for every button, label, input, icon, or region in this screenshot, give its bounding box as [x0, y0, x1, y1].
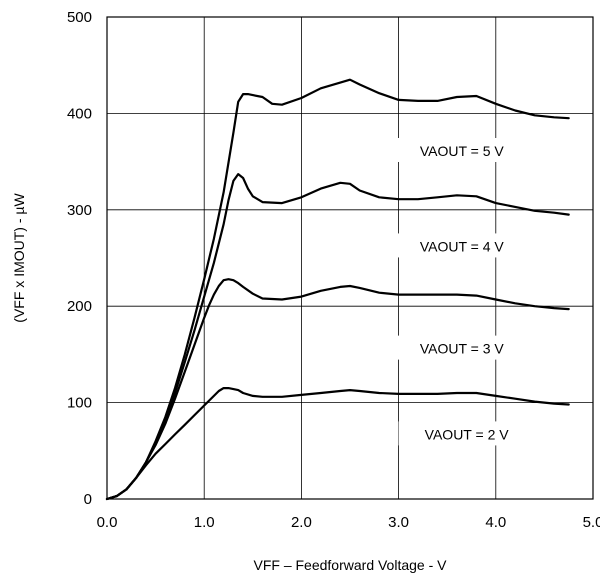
x-tick-label: 1.0: [194, 514, 215, 531]
series-annotation-label: VAOUT = 3 V: [420, 341, 505, 357]
y-tick-label: 400: [67, 105, 92, 122]
annotation-background: [393, 233, 530, 258]
series-annotation-label: VAOUT = 2 V: [425, 426, 510, 442]
y-axis-title: (VFF x IMOUT) - µW: [11, 193, 27, 323]
tick-label-layer: 0.0 1.0 2.0 3.0 4.0 5.0 0 100 200 300 400 500: [67, 9, 600, 531]
y-tick-label: 0: [84, 491, 92, 508]
y-tick-label: 500: [67, 9, 92, 26]
series-annotation-label: VAOUT = 5 V: [420, 143, 505, 159]
series-annotation-label: VAOUT = 4 V: [420, 238, 505, 254]
series-line-4: [105, 78, 570, 501]
annotation-layer: VAOUT = 5 V VAOUT = 4 V VAOUT = 3 V VAOUT =…: [393, 137, 535, 446]
y-tick-label: 300: [67, 202, 92, 219]
y-tick-label: 100: [67, 395, 92, 412]
annotation-background: [398, 421, 535, 446]
x-tick-label: 3.0: [388, 514, 409, 531]
plot-area-border: [106, 16, 594, 500]
x-tick-label: 0.0: [97, 514, 118, 531]
x-axis-title: VFF – Feedforward Voltage - V: [254, 557, 448, 573]
series-line-2: [105, 278, 570, 501]
x-tick-label: 4.0: [485, 514, 506, 531]
x-tick-label: 2.0: [291, 514, 312, 531]
y-tick-label: 200: [67, 298, 92, 315]
annotation-background: [393, 137, 530, 162]
x-tick-label: 5.0: [583, 514, 600, 531]
annotation-background: [393, 335, 530, 360]
series-layer: [105, 78, 570, 501]
series-line-1: [105, 387, 570, 501]
